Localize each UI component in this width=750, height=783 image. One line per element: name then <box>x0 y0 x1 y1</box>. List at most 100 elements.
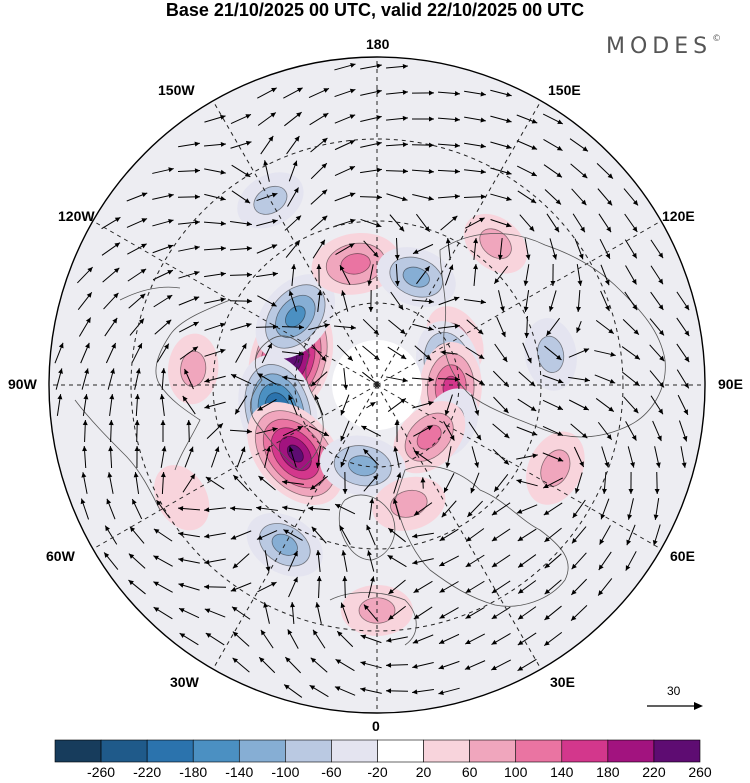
wind-arrow <box>178 141 200 148</box>
meridian-line <box>85 384 378 554</box>
wind-arrow <box>229 428 253 434</box>
wind-arrow <box>497 238 503 260</box>
wind-arrow <box>542 452 564 462</box>
colorbar-bin <box>100 739 148 763</box>
wind-arrow <box>334 686 356 696</box>
wind-arrow <box>204 558 226 565</box>
wind-arrow <box>334 139 356 151</box>
wind-arrow <box>522 342 532 364</box>
wind-arrow <box>492 423 510 439</box>
wind-arrow <box>128 293 146 309</box>
colorbar-bin <box>146 739 194 763</box>
wind-arrow <box>597 421 613 441</box>
wind-arrow <box>412 323 434 331</box>
wind-arrow <box>597 188 613 206</box>
wind-arrow <box>568 399 590 411</box>
wind-arrow <box>256 219 278 227</box>
wind-arrow <box>316 263 322 287</box>
wind-arrow <box>649 344 665 362</box>
wind-arrow <box>129 526 145 544</box>
wind-arrow <box>153 294 173 308</box>
wind-arrow <box>569 138 589 152</box>
wind-arrow <box>471 446 480 468</box>
wind-arrow <box>284 656 302 674</box>
wind-arrow <box>359 194 383 200</box>
wind-arrow <box>336 344 354 362</box>
wind-arrow <box>206 423 224 439</box>
wind-arrow <box>54 342 64 364</box>
wind-arrow <box>108 419 114 443</box>
wind-arrow <box>308 87 330 99</box>
wind-arrow <box>314 394 324 416</box>
wind-arrow <box>340 394 350 416</box>
modes-logo: MODES© <box>606 34 721 59</box>
wind-arrow <box>282 479 304 485</box>
wind-arrow <box>178 557 200 564</box>
wind-arrow <box>676 317 690 337</box>
wind-arrow <box>542 374 564 384</box>
colorbar-tick-label: -260 <box>87 764 116 780</box>
wind-arrow <box>464 299 486 305</box>
wind-arrow <box>107 472 114 494</box>
wind-arrow <box>257 373 277 385</box>
wind-arrow <box>109 394 115 416</box>
coastline <box>329 592 417 646</box>
wind-arrow <box>186 419 192 443</box>
wind-arrow <box>443 472 455 494</box>
reference-vector-label: 30 <box>667 684 681 698</box>
wind-arrow <box>574 238 584 260</box>
wind-arrow <box>517 580 537 594</box>
wind-arrow <box>517 190 537 204</box>
wind-arrow <box>152 167 174 174</box>
wind-arrow <box>544 605 562 621</box>
wind-arrow <box>466 319 484 335</box>
wind-arrow <box>258 475 276 491</box>
wind-arrow <box>159 394 165 416</box>
wind-arrow <box>333 325 357 331</box>
wind-arrow <box>438 323 460 329</box>
wind-arrow <box>281 324 305 330</box>
wind-arrow <box>437 376 461 382</box>
wind-arrow <box>570 423 588 439</box>
colorbar-bin <box>192 739 240 763</box>
wind-arrow <box>311 344 327 362</box>
wind-arrow <box>438 296 460 306</box>
wind-arrow <box>285 240 301 258</box>
wind-arrow <box>465 528 485 542</box>
wind-vectors <box>54 62 690 698</box>
wind-arrow <box>464 142 486 149</box>
wind-arrow <box>544 189 562 205</box>
wind-arrow <box>623 396 639 414</box>
wind-arrow <box>467 500 483 518</box>
wind-arrow <box>572 213 586 233</box>
wind-arrow <box>366 401 376 409</box>
colorbar-tick-label: 260 <box>688 764 712 780</box>
wind-arrow <box>360 661 382 669</box>
wind-arrow <box>133 472 140 494</box>
wind-arrow <box>339 525 351 545</box>
wind-arrow <box>204 271 226 278</box>
wind-arrow <box>134 368 141 390</box>
wind-arrow <box>77 266 93 284</box>
wind-arrow <box>257 398 277 412</box>
wind-arrow <box>77 292 93 310</box>
wind-arrow <box>204 375 226 383</box>
wind-arrow <box>367 550 375 572</box>
wind-arrow <box>491 580 511 594</box>
wind-arrow <box>236 446 246 468</box>
wind-arrow <box>600 264 610 286</box>
wind-arrow <box>415 213 431 233</box>
wind-arrow <box>413 580 433 594</box>
colorbar-tick-label: -100 <box>271 764 300 780</box>
wind-arrow <box>492 449 510 465</box>
wind-arrow <box>131 498 143 520</box>
wind-arrow <box>229 246 253 252</box>
map-disc <box>49 57 705 713</box>
wind-arrow <box>465 554 485 568</box>
wind-arrow <box>440 215 458 231</box>
wind-arrow <box>127 243 147 255</box>
anomaly-center <box>319 435 406 496</box>
wind-arrow <box>594 374 616 384</box>
wind-arrow <box>493 474 509 492</box>
wind-arrow <box>101 242 121 256</box>
